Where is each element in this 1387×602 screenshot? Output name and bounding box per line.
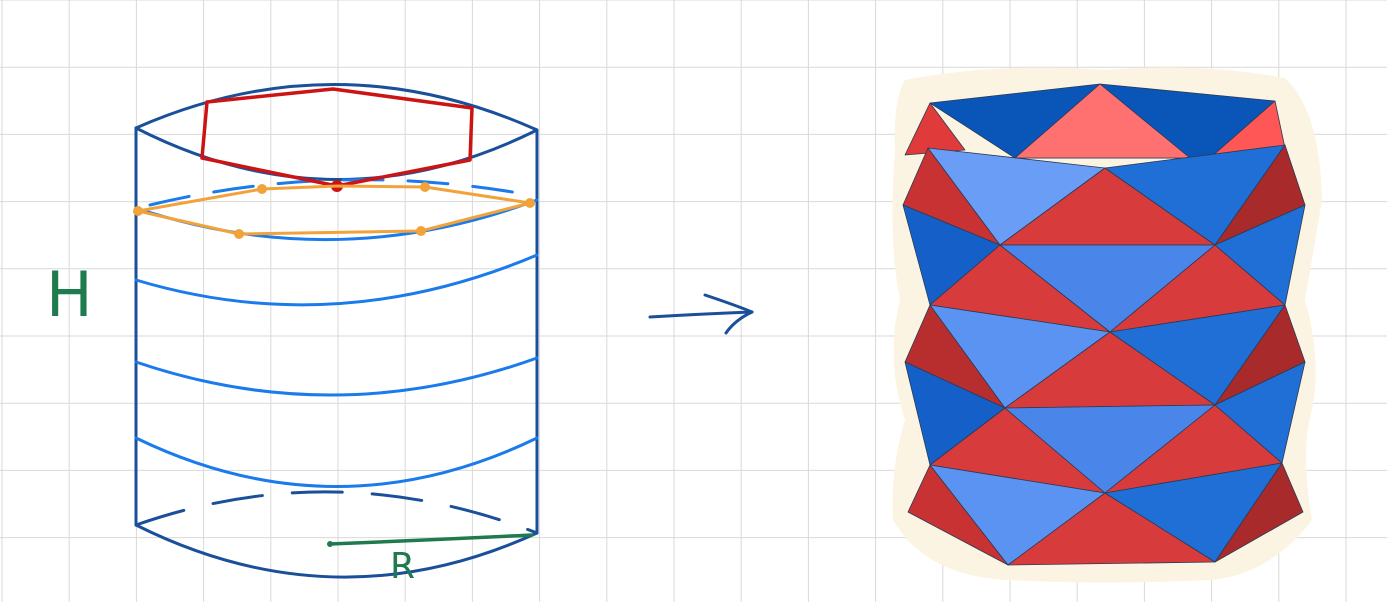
height-label: H (46, 258, 93, 331)
radius-label: R (390, 546, 415, 587)
band-line-2 (134, 253, 539, 307)
transform-arrow (648, 293, 754, 335)
folded-tube-model (892, 67, 1322, 583)
mid-polygon (136, 184, 532, 236)
model-face (1214, 462, 1304, 563)
mid-polygon-vertices (133, 182, 535, 239)
model-face (1214, 204, 1306, 306)
model-face (1214, 361, 1306, 464)
cylinder-sketch (133, 83, 539, 579)
band-back-dashed (148, 178, 532, 207)
band-line-3 (134, 356, 539, 397)
band-line-4 (134, 436, 539, 488)
cylinder-bottom-front (134, 523, 539, 579)
top-polygon (200, 87, 474, 188)
cylinder-top-ellipse (134, 83, 539, 181)
model-faces (902, 83, 1306, 566)
model-face (1014, 83, 1191, 159)
cylinder-bottom-back (134, 490, 539, 535)
radius-line (328, 533, 534, 546)
radius-start-dot (327, 541, 333, 547)
